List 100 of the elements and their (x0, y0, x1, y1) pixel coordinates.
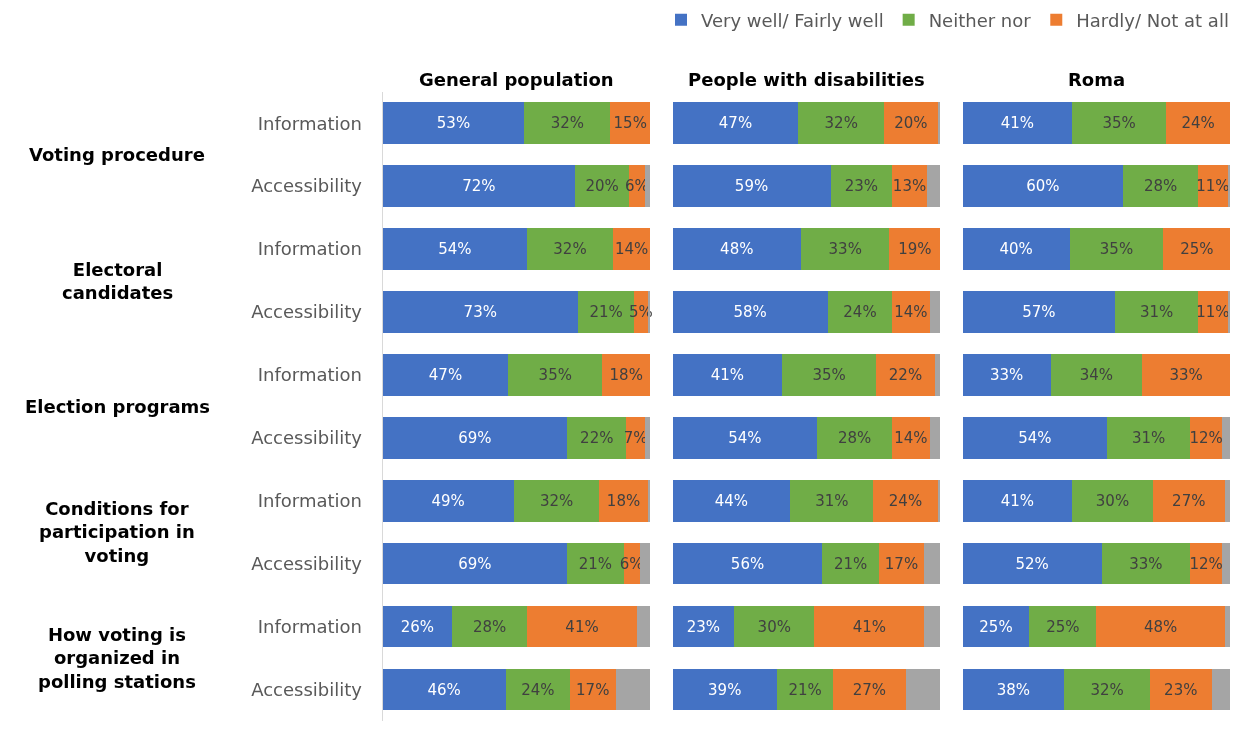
data-label: 60% (1026, 177, 1060, 196)
bar (776, 668, 834, 711)
data-label: 33% (990, 365, 1024, 384)
data-label: 17% (576, 680, 610, 699)
bar (924, 542, 941, 585)
data-label: 35% (538, 365, 572, 384)
bar (1115, 291, 1199, 333)
data-label: 21% (589, 303, 623, 321)
bar (1101, 542, 1191, 585)
bar (926, 165, 941, 207)
bar (790, 480, 874, 522)
bar (962, 228, 1070, 270)
data-label: 21% (833, 554, 868, 573)
data-label: 22% (888, 365, 923, 384)
data-label: 39% (708, 680, 742, 699)
data-label: 33% (1169, 365, 1203, 384)
bar (889, 228, 941, 270)
text: Conditions for participation in voting (39, 498, 195, 566)
bar (962, 668, 1065, 711)
data-label: 14% (894, 428, 928, 447)
data-label: 28% (472, 617, 507, 636)
data-label: 32% (824, 114, 858, 133)
bar (524, 102, 611, 144)
bar (569, 668, 616, 711)
y-tick-label: Accessibility (251, 427, 363, 449)
bar (814, 605, 925, 648)
bar (382, 291, 579, 333)
bar (382, 542, 568, 585)
data-label: 26% (400, 617, 435, 636)
chart-title: General population (419, 69, 614, 90)
data-label: 41% (710, 365, 745, 384)
data-label: 22% (580, 428, 614, 447)
bar (962, 417, 1108, 459)
data-label: 32% (553, 240, 587, 259)
bar (513, 480, 600, 522)
y-tick-label: Accessibility (251, 175, 363, 197)
data-label: 27% (852, 680, 887, 699)
bar (905, 668, 941, 711)
legend-label: Neither nor (928, 9, 1032, 31)
bar (672, 668, 777, 711)
data-label: 24% (843, 303, 877, 321)
data-label: 27% (1172, 491, 1206, 510)
bar (962, 291, 1116, 333)
data-label: 34% (1079, 365, 1114, 384)
text: Electoral candidates (62, 259, 174, 304)
data-label: 32% (550, 114, 584, 133)
bar (672, 417, 818, 459)
bar (782, 354, 877, 396)
data-label: 23% (686, 617, 720, 636)
data-label: 23% (1164, 680, 1198, 699)
data-label: 13% (892, 177, 927, 196)
data-label: 53% (436, 114, 471, 133)
data-label: 14% (894, 303, 928, 321)
bar (672, 102, 799, 144)
data-label: 69% (458, 554, 492, 573)
bar (382, 480, 514, 522)
data-label: 57% (1022, 303, 1056, 321)
data-label: 47% (718, 114, 753, 133)
data-label: 17% (884, 554, 919, 573)
bar (734, 605, 815, 648)
bar (1222, 542, 1231, 585)
data-label: 69% (458, 428, 492, 447)
data-label: 48% (1144, 617, 1178, 636)
data-label: 73% (463, 303, 497, 321)
bar (1198, 165, 1228, 207)
data-label: 24% (888, 491, 923, 510)
bar (382, 354, 509, 396)
bar (1166, 102, 1231, 144)
bar (672, 354, 783, 396)
bar (1152, 480, 1225, 522)
legend-label: Hardly/ Not at all (1076, 9, 1229, 31)
data-label: 25% (979, 617, 1013, 636)
text: How voting is organized in polling stations (38, 624, 196, 692)
y-tick-label: Information (257, 238, 362, 260)
bar (1198, 291, 1228, 333)
bar (382, 165, 576, 207)
bar (1096, 605, 1225, 648)
data-label: 41% (1000, 114, 1035, 133)
data-label: 58% (733, 303, 767, 321)
bar (1123, 165, 1199, 207)
bar (892, 417, 930, 459)
data-label: 54% (438, 240, 472, 259)
bar (830, 165, 893, 207)
y-tick-label: Accessibility (251, 552, 363, 574)
y-tick-label: Accessibility (251, 301, 363, 323)
bar (876, 354, 935, 396)
chart-title: People with disabilities (688, 69, 925, 90)
bar (567, 417, 627, 459)
bar (508, 354, 603, 396)
bar (962, 102, 1073, 144)
bar (1224, 605, 1231, 648)
data-label: 59% (734, 177, 769, 196)
bar (1050, 354, 1142, 396)
data-label: 56% (730, 554, 765, 573)
bar (452, 605, 528, 648)
bar (1211, 668, 1231, 711)
bar (1163, 228, 1231, 270)
y-tick-label: Information (257, 615, 362, 637)
data-label: 32% (1090, 680, 1124, 699)
bar (892, 291, 930, 333)
